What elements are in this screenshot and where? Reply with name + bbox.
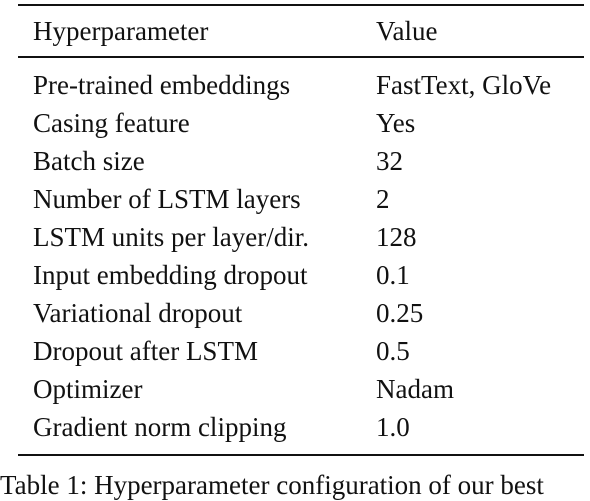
table-bottom-rule bbox=[18, 453, 584, 456]
table-row: Input embedding dropout 0.1 bbox=[18, 256, 584, 294]
row-label: LSTM units per layer/dir. bbox=[33, 221, 309, 252]
row-label: Gradient norm clipping bbox=[33, 411, 287, 442]
table-row: Gradient norm clipping 1.0 bbox=[18, 408, 584, 446]
hyperparameter-table-container: Hyperparameter Value Pre-trained embeddi… bbox=[18, 4, 584, 456]
row-label: Optimizer bbox=[33, 373, 143, 404]
table-header-row: Hyperparameter Value bbox=[18, 6, 584, 56]
table-row: LSTM units per layer/dir. 128 bbox=[18, 218, 584, 256]
table-row: Casing feature Yes bbox=[18, 104, 584, 142]
table-row: Batch size 32 bbox=[18, 142, 584, 180]
row-value: 0.5 bbox=[376, 335, 410, 366]
row-value: 0.1 bbox=[376, 259, 410, 290]
table-row: Number of LSTM layers 2 bbox=[18, 180, 584, 218]
hyperparameter-table-body: Pre-trained embeddings FastText, GloVe C… bbox=[18, 58, 584, 454]
table-row: Pre-trained embeddings FastText, GloVe bbox=[18, 66, 584, 104]
row-label: Number of LSTM layers bbox=[33, 183, 301, 214]
row-value: 2 bbox=[376, 183, 390, 214]
row-label: Casing feature bbox=[33, 107, 190, 138]
row-value: Nadam bbox=[376, 373, 454, 404]
row-value: 128 bbox=[376, 221, 417, 252]
row-label: Variational dropout bbox=[33, 297, 243, 328]
header-hyperparameter: Hyperparameter bbox=[33, 16, 209, 46]
header-value: Value bbox=[376, 16, 438, 46]
table-caption: Table 1: Hyperparameter configuration of… bbox=[0, 470, 544, 500]
row-label: Dropout after LSTM bbox=[33, 335, 258, 366]
table-row: Dropout after LSTM 0.5 bbox=[18, 332, 584, 370]
row-label: Input embedding dropout bbox=[33, 259, 308, 290]
table-row: Optimizer Nadam bbox=[18, 370, 584, 408]
table-top-rule bbox=[18, 4, 584, 6]
row-label: Batch size bbox=[33, 145, 145, 176]
row-value: 0.25 bbox=[376, 297, 424, 328]
row-value: 1.0 bbox=[376, 411, 410, 442]
hyperparameter-table: Hyperparameter Value bbox=[18, 6, 584, 56]
row-label: Pre-trained embeddings bbox=[33, 69, 291, 100]
table-row: Variational dropout 0.25 bbox=[18, 294, 584, 332]
row-value: FastText, GloVe bbox=[376, 69, 552, 100]
row-value: 32 bbox=[376, 145, 403, 176]
table-header-rule bbox=[18, 56, 584, 58]
row-value: Yes bbox=[376, 107, 416, 138]
